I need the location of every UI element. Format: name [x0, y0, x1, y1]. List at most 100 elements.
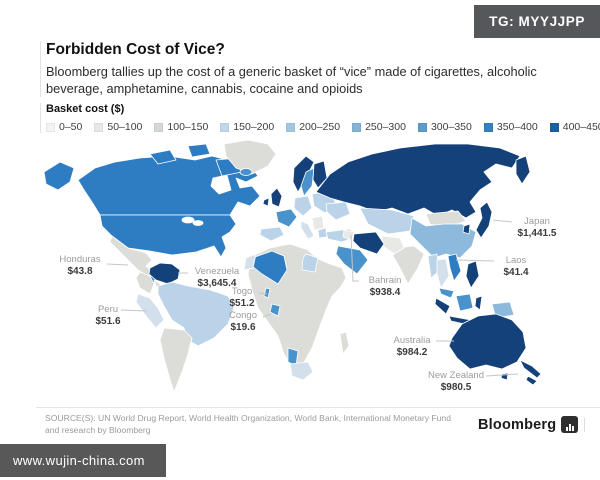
legend-label: 400–450 — [562, 121, 600, 133]
country-algeria — [251, 250, 288, 285]
color-legend: Basket cost ($) 0–50 50–100 100–150 150–… — [40, 103, 600, 133]
value-label: $938.4 — [369, 287, 401, 299]
telegram-watermark-badge: TG: MYYJJPP — [474, 5, 600, 38]
legend-item: 100–150 — [154, 121, 208, 133]
value-label: $3,645.4 — [197, 278, 237, 290]
annotation-australia: Australia $984.2 — [388, 335, 436, 359]
island-sumatra — [434, 297, 451, 315]
country-label: Honduras — [59, 254, 101, 265]
value-label: $43.8 — [67, 266, 93, 278]
annotation-venezuela: Venezuela $3,645.4 — [186, 266, 248, 290]
chart-header: Forbidden Cost of Vice? Bloomberg tallie… — [40, 41, 566, 98]
value-label: $41.4 — [503, 267, 529, 279]
country-malaysia — [438, 287, 455, 299]
annotation-congo: Congo $19.6 — [224, 310, 262, 334]
value-label: $51.2 — [229, 298, 255, 310]
country-argentina-chile — [159, 327, 193, 393]
country-label: Togo — [231, 286, 253, 297]
source-line-1: SOURCE(S): UN World Drug Report, World H… — [45, 413, 451, 423]
country-morocco — [243, 253, 257, 271]
country-uk — [270, 187, 283, 208]
country-label: Congo — [229, 310, 257, 321]
footer-divider — [36, 407, 600, 408]
country-iceland — [239, 168, 253, 176]
bloomberg-terminal-icon — [561, 416, 579, 433]
country-colombia — [135, 271, 155, 295]
legend-item: 200–250 — [286, 121, 340, 133]
annotation-leader-lines — [106, 219, 519, 377]
country-label: Peru — [97, 304, 119, 315]
value-label: $51.6 — [95, 316, 121, 328]
country-label: Japan — [524, 216, 550, 227]
legend-row: 0–50 50–100 100–150 150–200 200–250 250–… — [46, 121, 600, 133]
hudson-bay — [210, 174, 232, 195]
country-congo — [269, 303, 281, 317]
region-kamchatka — [515, 155, 531, 185]
country-label: Australia — [393, 335, 431, 346]
annotation-togo: Togo $51.2 — [226, 286, 258, 310]
legend-swatch-icon — [94, 122, 104, 132]
country-greenland — [223, 139, 277, 175]
bloomberg-wordmark: Bloomberg — [478, 416, 557, 433]
annotation-japan: Japan $1,441.5 — [512, 216, 562, 240]
annotation-bahrain: Bahrain $938.4 — [361, 275, 409, 299]
legend-title: Basket cost ($) — [46, 103, 125, 115]
legend-item: 400–450 — [549, 121, 600, 133]
country-india — [392, 245, 425, 285]
island-sulawesi — [474, 295, 483, 311]
country-south-korea — [462, 223, 471, 235]
annotation-laos: Laos $41.4 — [496, 255, 536, 279]
legend-swatch-icon — [220, 122, 230, 132]
country-china — [409, 217, 477, 259]
country-japan — [475, 201, 493, 239]
brand-divider — [584, 417, 586, 432]
country-peru — [135, 293, 165, 329]
country-brazil — [157, 281, 235, 347]
legend-item: 300–350 — [417, 121, 472, 133]
country-venezuela — [148, 262, 181, 285]
legend-swatch-icon — [46, 122, 55, 132]
value-label: $980.5 — [440, 382, 472, 394]
country-iran — [352, 231, 385, 255]
legend-item: 50–100 — [94, 121, 142, 133]
country-sweden — [300, 167, 315, 197]
island-tasmania — [500, 372, 509, 381]
country-germany — [293, 195, 313, 217]
legend-label: 250–300 — [365, 121, 406, 133]
legend-swatch-icon — [549, 122, 559, 132]
chart-subtitle: Bloomberg tallies up the cost of a gener… — [46, 64, 537, 97]
country-greece — [317, 227, 328, 239]
country-ukraine — [325, 201, 351, 221]
legend-label: 0–50 — [59, 121, 83, 133]
arctic-islands — [149, 149, 177, 165]
arctic-islands — [187, 143, 211, 158]
country-madagascar — [339, 331, 350, 355]
legend-label: 350–400 — [496, 121, 538, 133]
legend-item: 350–400 — [483, 121, 538, 133]
country-label: Laos — [505, 255, 527, 266]
chart-title: Forbidden Cost of Vice? — [46, 41, 225, 58]
country-label: Bahrain — [368, 275, 402, 286]
country-italy — [300, 220, 315, 240]
island-new-guinea — [491, 301, 515, 319]
legend-swatch-icon — [483, 122, 493, 132]
country-label: New Zealand — [428, 370, 484, 381]
country-france — [275, 208, 298, 228]
country-egypt — [301, 253, 319, 273]
country-alaska — [43, 161, 75, 191]
value-label: $19.6 — [230, 322, 256, 334]
legend-swatch-icon — [154, 122, 164, 132]
value-label: $984.2 — [396, 347, 428, 359]
legend-label: 50–100 — [107, 121, 143, 133]
country-label: Venezuela — [194, 266, 240, 277]
site-watermark-bar: www.wujin-china.com — [0, 444, 166, 477]
country-new-zealand — [519, 359, 542, 379]
country-south-africa — [289, 361, 314, 381]
value-label: $1,441.5 — [517, 228, 557, 240]
world-choropleth-map: Honduras $43.8 Venezuela $3,645.4 Peru $… — [0, 138, 600, 408]
legend-label: 150–200 — [233, 121, 275, 133]
annotation-new-zealand: New Zealand $980.5 — [426, 370, 486, 394]
source-note: SOURCE(S): UN World Drug Report, World H… — [45, 412, 475, 436]
island-borneo — [455, 293, 474, 312]
